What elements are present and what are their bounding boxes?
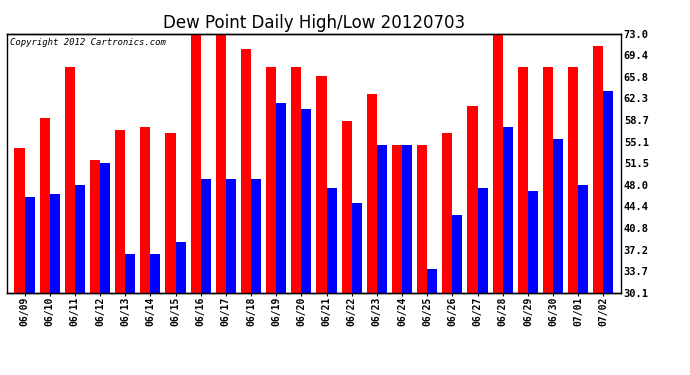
Bar [493,34,503,375]
Bar [377,146,387,375]
Bar [593,46,603,375]
Bar [503,127,513,375]
Bar [402,146,412,375]
Bar [518,67,528,375]
Title: Dew Point Daily High/Low 20120703: Dew Point Daily High/Low 20120703 [163,14,465,32]
Text: Copyright 2012 Cartronics.com: Copyright 2012 Cartronics.com [10,38,166,46]
Bar [251,178,261,375]
Bar [190,34,201,375]
Bar [352,202,362,375]
Bar [578,184,589,375]
Bar [75,184,85,375]
Bar [25,196,34,375]
Bar [543,67,553,375]
Bar [50,194,60,375]
Bar [65,67,75,375]
Bar [14,148,25,375]
Bar [553,139,563,375]
Bar [427,269,437,375]
Bar [266,67,276,375]
Bar [302,109,311,375]
Bar [442,133,453,375]
Bar [417,146,427,375]
Bar [453,215,462,375]
Bar [226,178,236,375]
Bar [603,91,613,375]
Bar [477,188,488,375]
Bar [150,254,160,375]
Bar [568,67,578,375]
Bar [90,160,100,375]
Bar [276,103,286,375]
Bar [216,34,226,375]
Bar [115,130,125,375]
Bar [140,127,150,375]
Bar [100,164,110,375]
Bar [326,188,337,375]
Bar [528,190,538,375]
Bar [241,49,251,375]
Bar [175,242,186,375]
Bar [201,178,210,375]
Bar [317,76,326,375]
Bar [39,118,50,375]
Bar [468,106,477,375]
Bar [291,67,302,375]
Bar [367,94,377,375]
Bar [166,133,175,375]
Bar [125,254,135,375]
Bar [342,121,352,375]
Bar [392,146,402,375]
